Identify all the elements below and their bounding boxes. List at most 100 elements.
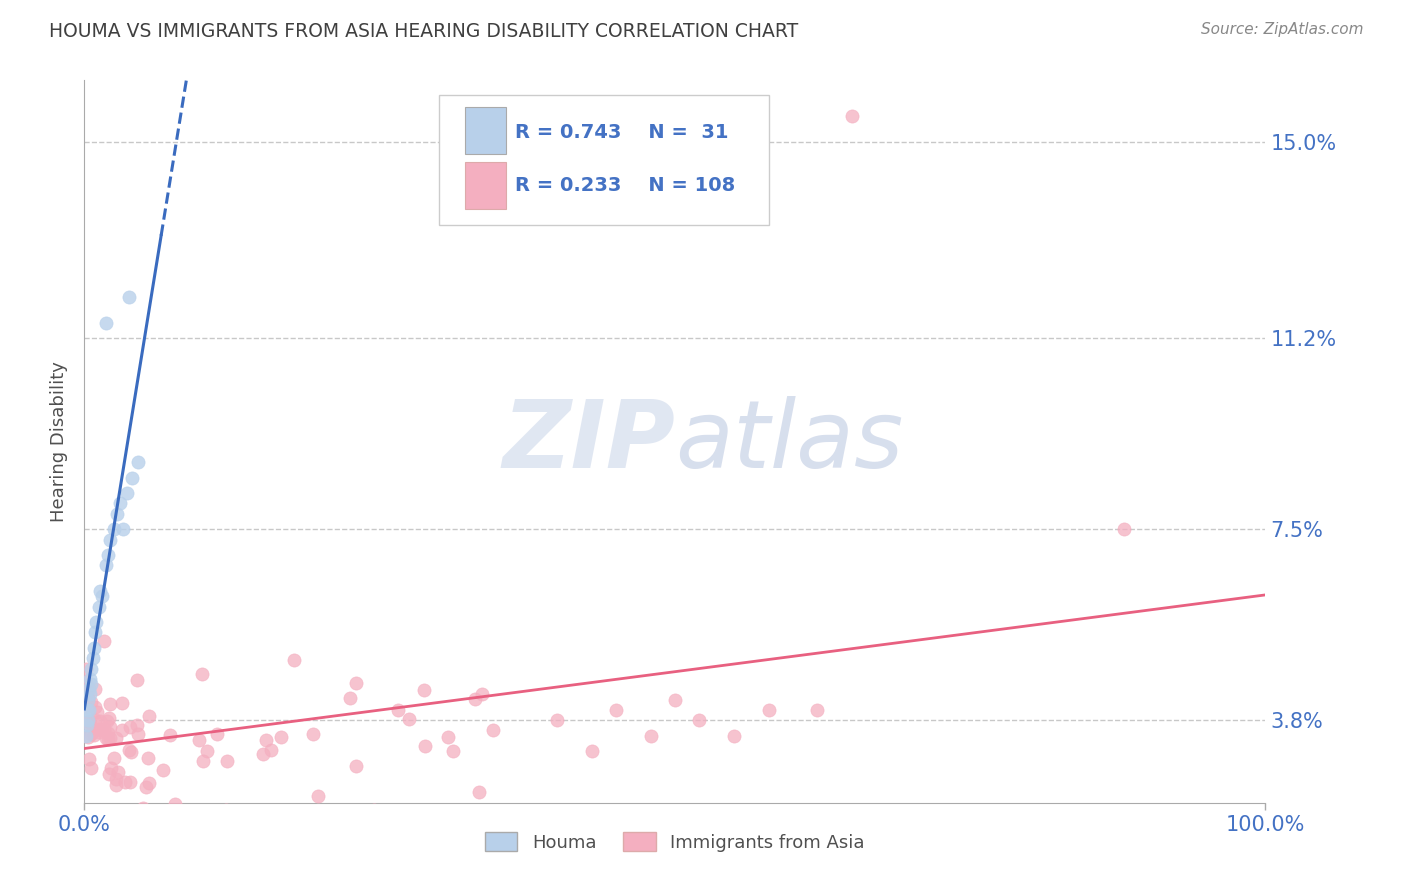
Point: [252, 747, 274, 761]
Point: [270, 730, 292, 744]
Point: [688, 713, 710, 727]
Point: [283, 653, 305, 667]
Point: [97, 725, 120, 739]
Point: [94, 316, 117, 330]
Text: R = 0.233    N = 108: R = 0.233 N = 108: [516, 176, 735, 194]
Point: [1112, 522, 1135, 536]
Point: [205, 727, 228, 741]
Point: [103, 522, 125, 536]
Point: [165, 797, 187, 812]
Point: [76, 816, 98, 830]
Point: [111, 723, 134, 737]
Point: [256, 733, 278, 747]
Point: [344, 675, 367, 690]
FancyBboxPatch shape: [464, 162, 506, 209]
Text: HOUMA VS IMMIGRANTS FROM ASIA HEARING DISABILITY CORRELATION CHART: HOUMA VS IMMIGRANTS FROM ASIA HEARING DI…: [49, 22, 799, 41]
Point: [103, 751, 125, 765]
Point: [135, 780, 157, 794]
Point: [118, 774, 141, 789]
Point: [104, 772, 127, 786]
Point: [83, 700, 105, 714]
Point: [581, 744, 603, 758]
Text: atlas: atlas: [675, 396, 903, 487]
Point: [413, 739, 436, 754]
Point: [84, 615, 107, 630]
Point: [115, 486, 138, 500]
Point: [79, 726, 101, 740]
Point: [640, 729, 662, 743]
Point: [98, 731, 121, 745]
Point: [471, 687, 494, 701]
Point: [107, 507, 129, 521]
Point: [260, 743, 283, 757]
Point: [75, 662, 97, 676]
Point: [96, 714, 118, 728]
Point: [98, 697, 121, 711]
Point: [79, 687, 101, 701]
Point: [413, 682, 436, 697]
Point: [94, 731, 117, 745]
Point: [108, 496, 131, 510]
Point: [89, 714, 111, 728]
Point: [114, 774, 136, 789]
Point: [111, 697, 134, 711]
Point: [75, 729, 97, 743]
Point: [75, 682, 97, 697]
Point: [98, 711, 121, 725]
Point: [314, 816, 336, 830]
Point: [86, 705, 108, 719]
Point: [80, 677, 103, 691]
Point: [89, 722, 111, 736]
Point: [90, 723, 112, 738]
FancyBboxPatch shape: [439, 95, 769, 225]
Point: [77, 731, 100, 745]
Point: [80, 695, 103, 709]
Point: [104, 778, 127, 792]
Point: [190, 666, 212, 681]
Point: [82, 651, 104, 665]
Point: [215, 803, 238, 817]
Point: [841, 109, 863, 123]
Point: [93, 722, 115, 736]
Point: [83, 681, 105, 696]
Point: [127, 727, 149, 741]
Point: [806, 703, 828, 717]
Point: [79, 672, 101, 686]
Point: [387, 703, 409, 717]
Point: [363, 803, 385, 817]
Point: [112, 522, 135, 536]
Point: [136, 750, 159, 764]
Point: [169, 816, 191, 830]
Point: [468, 785, 491, 799]
Point: [97, 731, 120, 746]
Point: [76, 718, 98, 732]
Point: [75, 679, 97, 693]
Point: [132, 801, 155, 815]
Point: [120, 720, 142, 734]
Point: [94, 558, 117, 573]
Point: [75, 686, 97, 700]
Point: [188, 732, 211, 747]
Point: [75, 699, 97, 714]
Point: [215, 754, 238, 768]
Point: [83, 713, 105, 727]
Point: [89, 584, 111, 599]
Text: R = 0.743    N =  31: R = 0.743 N = 31: [516, 123, 728, 142]
Point: [758, 703, 780, 717]
Point: [93, 633, 115, 648]
Point: [77, 714, 100, 729]
Text: Source: ZipAtlas.com: Source: ZipAtlas.com: [1201, 22, 1364, 37]
Point: [118, 290, 141, 304]
Point: [77, 716, 100, 731]
Point: [605, 703, 627, 717]
Point: [98, 533, 121, 547]
Point: [436, 731, 458, 745]
Point: [398, 713, 420, 727]
Point: [90, 816, 112, 830]
Point: [80, 662, 103, 676]
Point: [84, 625, 107, 640]
Text: ZIP: ZIP: [502, 395, 675, 488]
Point: [107, 764, 129, 779]
Point: [77, 692, 100, 706]
Point: [208, 816, 231, 830]
